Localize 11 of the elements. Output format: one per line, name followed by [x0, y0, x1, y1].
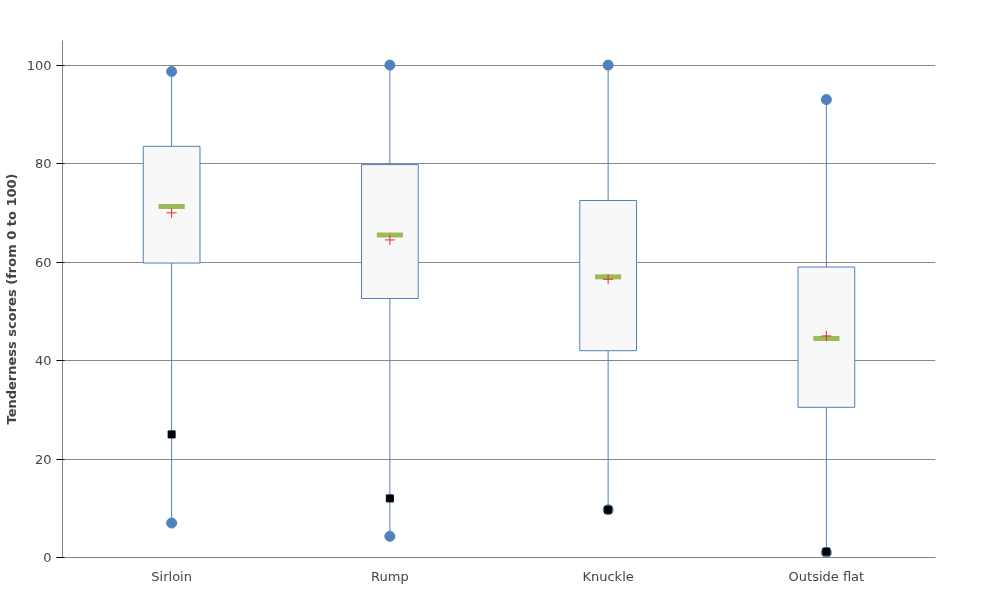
x-tick-label: Sirloin: [151, 568, 192, 584]
x-tick-label: Rump: [371, 568, 409, 584]
y-tick-label: 80: [34, 156, 52, 172]
y-tick-label: 0: [43, 550, 52, 565]
y-tick-label: 100: [26, 57, 52, 73]
y-axis-title: Tenderness scores (from 0 to 100): [3, 173, 19, 425]
y-tick-label: 20: [34, 451, 52, 467]
x-tick-label: Outside flat: [788, 568, 865, 584]
x-tick-label: Knuckle: [582, 568, 634, 584]
y-tick-label: 40: [34, 353, 52, 369]
y-tick-label: 60: [34, 254, 52, 270]
